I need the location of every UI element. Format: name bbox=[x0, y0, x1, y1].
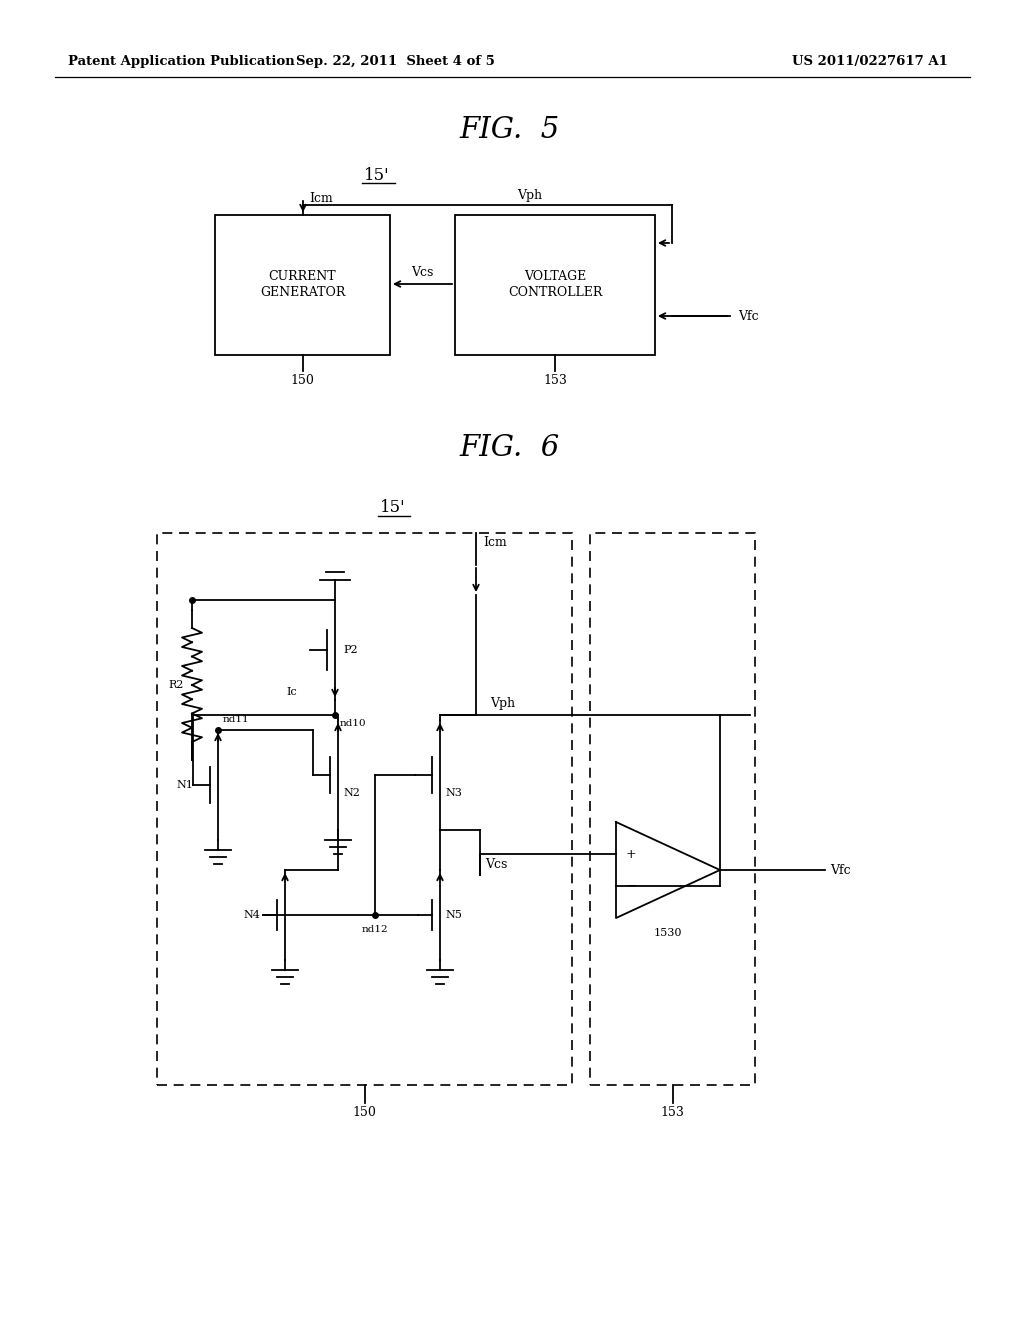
Text: nd11: nd11 bbox=[223, 715, 250, 725]
Bar bbox=[590, 533, 755, 1085]
Text: Vcs: Vcs bbox=[485, 858, 507, 871]
Text: nd12: nd12 bbox=[361, 924, 388, 933]
Text: N1: N1 bbox=[176, 780, 193, 789]
Text: Ic: Ic bbox=[287, 686, 297, 697]
Bar bbox=[455, 215, 655, 355]
Text: GENERATOR: GENERATOR bbox=[260, 285, 345, 298]
Text: Icm: Icm bbox=[309, 191, 333, 205]
Text: CURRENT: CURRENT bbox=[268, 269, 336, 282]
Text: US 2011/0227617 A1: US 2011/0227617 A1 bbox=[792, 55, 948, 69]
Text: P2: P2 bbox=[343, 645, 357, 655]
Text: Vcs: Vcs bbox=[412, 265, 434, 279]
Text: N5: N5 bbox=[445, 909, 462, 920]
Bar bbox=[215, 215, 390, 355]
Text: 15': 15' bbox=[365, 166, 390, 183]
Text: R2: R2 bbox=[169, 680, 184, 690]
Text: Vph: Vph bbox=[490, 697, 515, 710]
Text: FIG.  5: FIG. 5 bbox=[460, 116, 560, 144]
Text: 153: 153 bbox=[660, 1106, 684, 1119]
Text: Patent Application Publication: Patent Application Publication bbox=[68, 55, 295, 69]
Text: N2: N2 bbox=[343, 788, 359, 799]
Text: Vfc: Vfc bbox=[738, 309, 759, 322]
Text: Sep. 22, 2011  Sheet 4 of 5: Sep. 22, 2011 Sheet 4 of 5 bbox=[296, 55, 495, 69]
Text: N4: N4 bbox=[243, 909, 260, 920]
Text: 1530: 1530 bbox=[653, 928, 682, 939]
Text: 150: 150 bbox=[352, 1106, 377, 1119]
Text: 153: 153 bbox=[543, 375, 567, 388]
Text: VOLTAGE: VOLTAGE bbox=[524, 269, 586, 282]
Text: FIG.  6: FIG. 6 bbox=[460, 434, 560, 462]
Text: 15': 15' bbox=[380, 499, 406, 516]
Text: N3: N3 bbox=[445, 788, 462, 799]
Text: Vph: Vph bbox=[517, 189, 543, 202]
Bar bbox=[157, 533, 572, 1085]
Text: CONTROLLER: CONTROLLER bbox=[508, 285, 602, 298]
Text: 150: 150 bbox=[291, 375, 314, 388]
Text: −: − bbox=[626, 879, 638, 894]
Text: +: + bbox=[626, 847, 637, 861]
Text: Icm: Icm bbox=[483, 536, 507, 549]
Text: nd10: nd10 bbox=[340, 718, 367, 727]
Text: Vfc: Vfc bbox=[830, 863, 851, 876]
